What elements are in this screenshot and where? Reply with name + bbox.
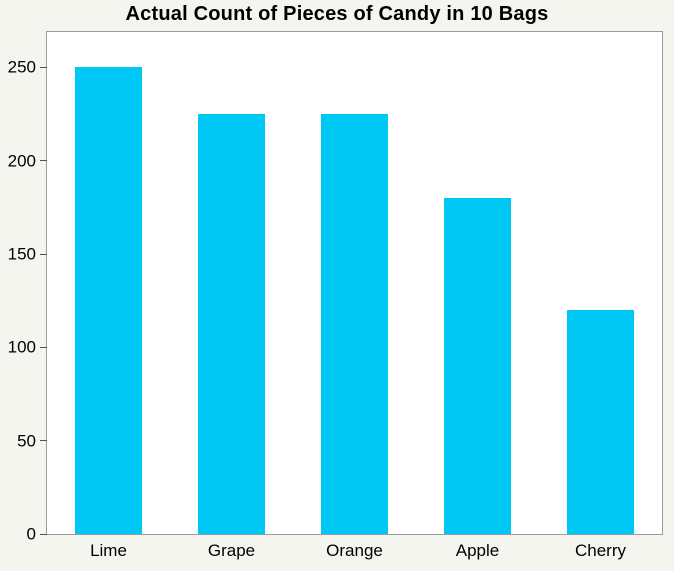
x-tick-label: Lime (90, 541, 127, 560)
bar-grape (198, 114, 265, 534)
bar-lime (75, 67, 142, 534)
chart-title: Actual Count of Pieces of Candy in 10 Ba… (125, 3, 549, 25)
y-tick-label: 50 (17, 431, 36, 451)
y-tick-label: 150 (7, 244, 36, 264)
y-tick-label: 200 (7, 151, 36, 171)
y-tick-mark (40, 66, 47, 68)
y-tick-mark (40, 346, 47, 348)
bar-cherry (567, 310, 634, 534)
y-tick-mark (40, 160, 47, 162)
y-tick-mark (40, 533, 47, 535)
x-tick-label: Cherry (574, 541, 627, 560)
y-tick-label: 100 (7, 337, 36, 357)
x-tick-label: Grape (207, 541, 256, 560)
plot-area: 0 50 100 150 200 250 Lime Grape Orange Apple Cher… (8, 31, 663, 559)
x-tick-label: Apple (455, 541, 500, 560)
y-tick-mark (40, 253, 47, 255)
x-tick-label: Orange (326, 541, 383, 560)
y-tick-label: 250 (7, 57, 36, 77)
bar-orange (321, 114, 388, 534)
y-tick-label: 0 (26, 524, 36, 544)
y-tick-mark (40, 440, 47, 442)
bar-apple (444, 198, 511, 534)
